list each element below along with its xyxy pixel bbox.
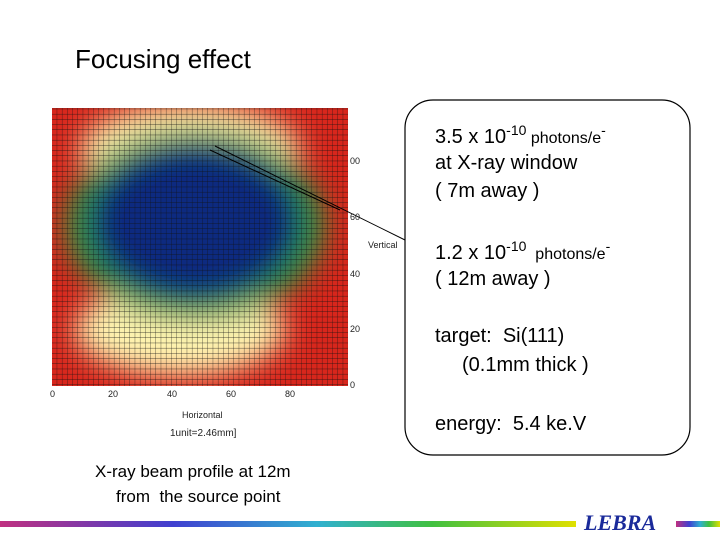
title: Focusing effect — [75, 44, 251, 74]
text: ( 7m away ) — [435, 180, 540, 202]
x-tick-label: 80 — [285, 389, 296, 399]
text: (0.1mm thick ) — [462, 354, 589, 376]
text: energy: 5.4 ke.V — [435, 413, 587, 435]
exponent: - — [601, 122, 606, 138]
exponent: -10 — [506, 122, 527, 138]
exponent: -10 — [506, 238, 527, 254]
text: 1.2 x 10 — [435, 242, 507, 264]
text: photons/e — [526, 246, 606, 263]
flux-2: 1.2 x 10-10 photons/e- — [435, 238, 610, 265]
footer-bar — [676, 521, 720, 527]
x-tick-label: 0 — [50, 389, 56, 399]
axis-label: Horizontal — [182, 410, 223, 420]
callout-box — [404, 99, 691, 456]
pointer-line — [209, 149, 341, 211]
text: target: Si(111) — [435, 325, 565, 347]
x-tick-label: 60 — [226, 389, 237, 399]
logo: LEBRA — [584, 510, 657, 535]
x-tick-label: 40 — [167, 389, 178, 399]
text: at X-ray window — [435, 152, 578, 174]
caption: from the source point — [116, 487, 281, 506]
text: 3.5 x 10 — [435, 126, 507, 148]
y-tick-label: 0 — [350, 380, 356, 390]
flux-1: 3.5 x 10-10 photons/e- — [435, 122, 606, 149]
y-tick-label: 40 — [350, 269, 361, 279]
axis-label: Vertical — [368, 240, 398, 250]
beam-profile — [52, 108, 348, 386]
unit-note: 1unit=2.46mm] — [170, 428, 237, 439]
footer-bar — [0, 521, 576, 527]
text: photons/e — [526, 130, 602, 147]
y-tick-label: 20 — [350, 324, 361, 334]
y-tick-label: 00 — [350, 156, 361, 166]
pointer-line — [214, 145, 406, 241]
y-tick-label: 60 — [350, 212, 361, 222]
x-tick-label: 20 — [108, 389, 119, 399]
caption: X-ray beam profile at 12m — [95, 462, 291, 481]
text: ( 12m away ) — [435, 268, 551, 290]
exponent: - — [605, 238, 611, 254]
